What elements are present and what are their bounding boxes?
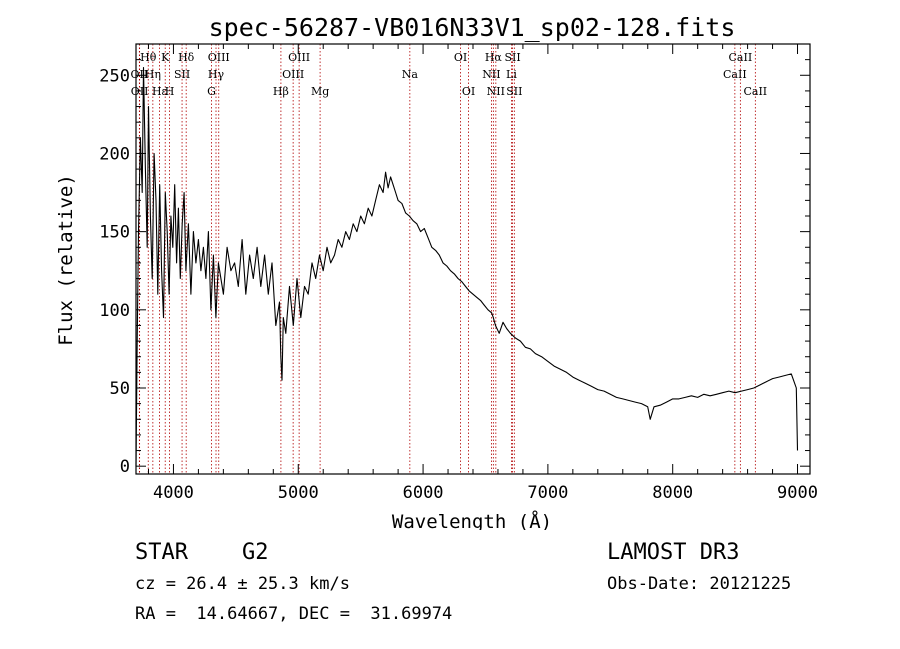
marker-label-3: OII xyxy=(131,85,149,98)
marker-label-7: SII xyxy=(174,68,190,81)
emission-line-markers xyxy=(138,44,756,474)
y-axis: 0 50 100 150 200 250 xyxy=(99,59,810,477)
marker-label-11: G xyxy=(207,85,216,98)
marker-label-15: Mg xyxy=(311,85,329,98)
x-tick-label-3: 7000 xyxy=(527,483,568,503)
redshift-velocity: cz = 26.4 ± 25.3 km/s xyxy=(135,574,350,594)
spectral-subclass: G2 xyxy=(242,540,269,565)
y-tick-label-0: 0 xyxy=(120,457,130,477)
x-tick-label-0: 4000 xyxy=(153,483,194,503)
marker-label-2: OII xyxy=(131,68,149,81)
x-tick-label-4: 8000 xyxy=(652,483,693,503)
marker-label-26: CaII xyxy=(723,68,747,81)
x-axis-label: Wavelength (Å) xyxy=(392,510,552,530)
marker-label-27: CaII xyxy=(743,85,767,98)
x-tick-label-5: 9000 xyxy=(777,483,818,503)
survey-name: LAMOST DR3 xyxy=(607,540,740,565)
marker-label-22: Li xyxy=(506,68,517,81)
marker-label-12: Hβ xyxy=(273,85,289,98)
y-tick-label-3: 150 xyxy=(99,223,130,243)
y-tick-label-4: 200 xyxy=(99,144,130,164)
plot-frame xyxy=(135,43,811,475)
marker-label-16: Na xyxy=(402,68,419,81)
marker-label-9: OIII xyxy=(208,51,230,64)
y-tick-label-1: 50 xyxy=(110,379,130,399)
marker-label-4: Hε xyxy=(152,85,168,98)
marker-label-19: Hα xyxy=(485,51,503,64)
marker-label-25: CaII xyxy=(729,51,753,64)
x-axis: 4000 5000 6000 7000 8000 9000 xyxy=(147,44,818,503)
marker-label-0: Hθ xyxy=(140,51,157,64)
x-tick-label-1: 5000 xyxy=(278,483,319,503)
marker-label-1: Hη xyxy=(145,68,161,81)
marker-label-5: K xyxy=(161,51,170,64)
coordinates: RA = 14.64667, DEC = 31.69974 xyxy=(135,604,453,624)
marker-label-21: NII xyxy=(482,68,500,81)
observation-date: Obs-Date: 20121225 xyxy=(607,574,792,594)
marker-label-18: OI xyxy=(462,85,475,98)
y-tick-label-2: 100 xyxy=(99,301,130,321)
y-axis-label: Flux (relative) xyxy=(55,174,77,346)
marker-label-10: Hγ xyxy=(208,68,225,81)
marker-label-14: OIII xyxy=(282,68,304,81)
y-tick-label-5: 250 xyxy=(99,66,130,86)
object-type: STAR xyxy=(135,540,188,565)
marker-label-17: OI xyxy=(454,51,467,64)
chart-title: spec-56287-VB016N33V1_sp02-128.fits xyxy=(209,13,736,42)
x-tick-label-2: 6000 xyxy=(403,483,444,503)
marker-label-24: SII xyxy=(506,85,522,98)
marker-label-13: OIII xyxy=(288,51,310,64)
marker-label-20: SII xyxy=(504,51,520,64)
marker-label-6: H xyxy=(165,85,175,98)
marker-label-8: Hδ xyxy=(178,51,195,64)
marker-label-23: NII xyxy=(487,85,505,98)
flux-series-line xyxy=(135,66,799,467)
spectrum-chart: spec-56287-VB016N33V1_sp02-128.fits Hθ Hη… xyxy=(55,13,818,530)
